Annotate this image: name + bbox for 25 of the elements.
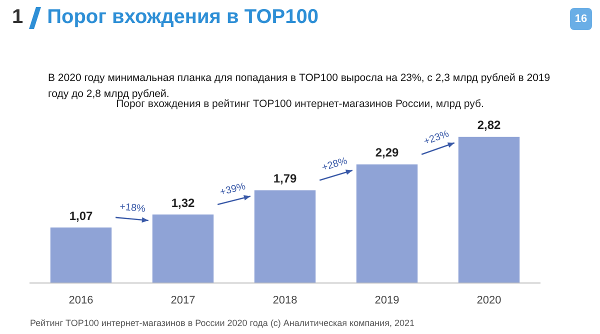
x-tick-label: 2018 (272, 294, 298, 306)
chart-title: Порог вхождения в TOP100 (47, 6, 318, 29)
annotation: +18% (119, 202, 146, 215)
bar (458, 136, 520, 283)
text: Рейтинг TOP100 интернет-магазинов в России 2020 года (с) Аналитическая компания, 2021 (30, 318, 415, 328)
annotation: +28% (320, 156, 349, 174)
bar (152, 214, 214, 283)
text: 16 (570, 8, 592, 30)
text: Порог вхождения в рейтинг TOP100 интернет-магазинов России, млрд руб. (116, 98, 485, 110)
x-tick-label: 2019 (374, 294, 400, 306)
text: 1 (12, 6, 24, 29)
data-label: 2,82 (477, 118, 501, 132)
x-tick-label: 2017 (170, 294, 196, 306)
x-tick-label: 2020 (476, 294, 502, 306)
chart-subtitle: В 2020 году минимальная планка для попадания в TOP100 выросла на 23%, с 2,3 млрд рублей в 2019 году до 2,8 млрд рублей. (48, 71, 552, 100)
data-label: 2,29 (375, 146, 399, 160)
annotation: +39% (218, 181, 247, 198)
bar (356, 164, 418, 283)
annotation: +23% (422, 128, 451, 148)
data-label: 1,07 (69, 208, 93, 223)
bar (50, 227, 112, 283)
data-label: 1,32 (171, 196, 195, 210)
bar (254, 190, 316, 283)
data-label: 1,79 (273, 172, 297, 186)
x-tick-label: 2016 (68, 294, 94, 306)
